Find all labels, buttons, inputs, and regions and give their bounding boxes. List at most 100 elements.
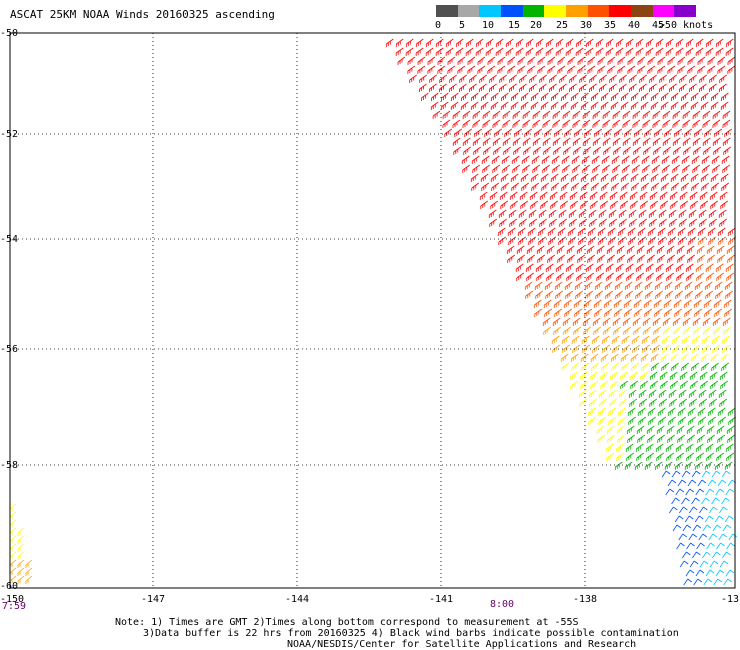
wind-barb-icon bbox=[601, 182, 610, 191]
wind-barb-icon bbox=[615, 290, 624, 299]
wind-barb-icon bbox=[628, 416, 637, 425]
wind-barb-icon bbox=[611, 182, 620, 191]
wind-barb-icon bbox=[701, 335, 710, 344]
wind-barb-icon bbox=[622, 119, 631, 128]
wind-barb-icon bbox=[451, 92, 459, 101]
wind-barb-icon bbox=[539, 83, 547, 92]
wind-barb-icon bbox=[618, 389, 627, 398]
wind-barb-icon bbox=[627, 407, 636, 416]
wind-barb-icon bbox=[704, 308, 713, 317]
wind-barb-icon bbox=[567, 65, 576, 74]
wind-barb-icon bbox=[649, 191, 658, 200]
wind-barb-icon bbox=[548, 209, 557, 218]
wind-barb-icon bbox=[472, 164, 481, 173]
wind-barb-icon bbox=[579, 83, 587, 92]
wind-barb-icon bbox=[724, 461, 733, 470]
wind-barb-icon bbox=[472, 110, 481, 119]
wind-barb-icon bbox=[717, 407, 726, 416]
wind-barb-icon bbox=[500, 200, 509, 209]
wind-barb-icon bbox=[705, 263, 714, 272]
wind-barb-icon bbox=[479, 74, 487, 83]
wind-barb-icon bbox=[725, 443, 734, 452]
wind-barb-icon bbox=[669, 83, 677, 92]
wind-barb-icon bbox=[580, 380, 589, 389]
wind-barb-icon bbox=[678, 389, 687, 398]
wind-barb-icon bbox=[598, 209, 607, 218]
wind-barb-icon bbox=[537, 65, 546, 74]
wind-barb-icon bbox=[705, 290, 714, 299]
wind-barb-icon bbox=[724, 281, 733, 290]
wind-barb-icon bbox=[569, 74, 577, 83]
colorbar-label: >50 knots bbox=[658, 20, 714, 31]
wind-barb-icon bbox=[665, 263, 674, 272]
wind-barb-icon bbox=[623, 326, 632, 335]
wind-barb-icon bbox=[630, 173, 639, 182]
wind-barb-icon bbox=[547, 227, 556, 236]
wind-barb-icon bbox=[711, 497, 720, 505]
wind-barb-icon bbox=[532, 137, 541, 146]
wind-barb-icon bbox=[667, 65, 676, 74]
wind-barb-icon bbox=[700, 101, 709, 110]
wind-barb-icon bbox=[719, 83, 727, 92]
wind-barb-icon bbox=[658, 389, 667, 398]
wind-barb-icon bbox=[534, 128, 543, 137]
wind-barb-icon bbox=[546, 245, 555, 254]
wind-barb-icon bbox=[611, 155, 620, 164]
wind-barb-icon bbox=[442, 119, 451, 128]
wind-barb-icon bbox=[637, 434, 646, 443]
wind-barb-icon bbox=[715, 263, 724, 272]
wind-barb-icon bbox=[707, 56, 716, 65]
wind-barb-icon bbox=[511, 182, 520, 191]
wind-barb-icon bbox=[696, 542, 705, 550]
wind-barb-icon bbox=[655, 38, 664, 47]
wind-barb-icon bbox=[679, 191, 688, 200]
wind-barb-icon bbox=[699, 218, 708, 227]
wind-barb-icon bbox=[630, 380, 639, 389]
wind-barb-icon bbox=[676, 452, 685, 461]
wind-barb-icon bbox=[718, 416, 727, 425]
wind-barb-icon bbox=[689, 398, 698, 407]
wind-barb-icon bbox=[707, 65, 716, 74]
wind-barb-icon bbox=[442, 110, 451, 119]
wind-barb-icon bbox=[540, 101, 549, 110]
wind-barb-icon bbox=[492, 119, 501, 128]
wind-barb-icon bbox=[650, 101, 659, 110]
wind-barb-icon bbox=[495, 47, 504, 56]
wind-barb-icon bbox=[694, 281, 703, 290]
wind-barb-icon bbox=[656, 425, 665, 434]
wind-barb-icon bbox=[522, 164, 531, 173]
wind-barb-icon bbox=[673, 146, 682, 155]
wind-barb-icon bbox=[624, 128, 633, 137]
wind-barb-icon bbox=[718, 389, 727, 398]
wind-barb-icon bbox=[727, 227, 736, 236]
wind-barb-icon bbox=[593, 146, 602, 155]
wind-barb-icon bbox=[545, 290, 554, 299]
wind-barb-icon bbox=[527, 56, 536, 65]
wind-barb-icon bbox=[485, 38, 494, 47]
wind-barb-icon bbox=[672, 317, 681, 326]
wind-barb-icon bbox=[495, 38, 504, 47]
wind-barb-icon bbox=[462, 110, 471, 119]
wind-barb-icon bbox=[511, 92, 519, 101]
wind-barb-icon bbox=[702, 119, 711, 128]
wind-barb-icon bbox=[681, 335, 690, 344]
wind-speed-colorbar: 0 5 10 15 20 25 30 35 40 45 >50 knots bbox=[435, 5, 713, 33]
wind-barb-icon bbox=[704, 281, 713, 290]
wind-barb-icon bbox=[494, 128, 503, 137]
wind-barb-icon bbox=[659, 191, 668, 200]
wind-barb-icon bbox=[477, 65, 486, 74]
wind-barb-icon bbox=[602, 344, 611, 353]
wind-barb-icon bbox=[710, 200, 719, 209]
wind-barb-icon bbox=[649, 83, 657, 92]
wind-barb-icon bbox=[691, 362, 700, 371]
wind-barb-icon bbox=[464, 128, 473, 137]
wind-barb-icon bbox=[542, 110, 551, 119]
wind-barb-icon bbox=[557, 227, 566, 236]
wind-barb-icon bbox=[444, 128, 453, 137]
wind-barb-icon bbox=[649, 218, 658, 227]
wind-barb-icon bbox=[699, 74, 707, 83]
wind-barb-icon bbox=[725, 38, 734, 47]
wind-barb-icon bbox=[583, 326, 592, 335]
wind-barb-icon bbox=[699, 191, 708, 200]
wind-barb-icon bbox=[626, 272, 635, 281]
